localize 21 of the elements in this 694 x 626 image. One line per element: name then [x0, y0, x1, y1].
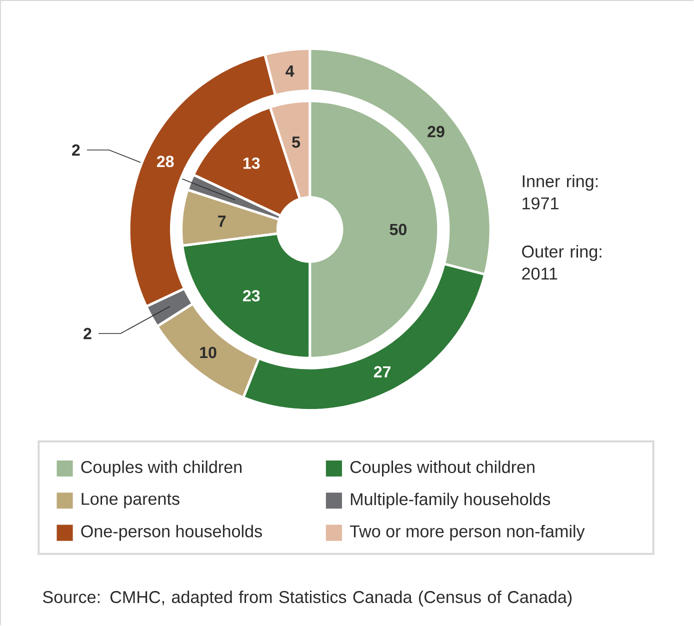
- data-label: 50: [390, 224, 406, 236]
- data-label: 4: [286, 66, 294, 77]
- data-label: 29: [428, 126, 444, 138]
- legend-label: Couples with children: [81, 460, 242, 477]
- legend-label: Couples without children: [350, 460, 534, 477]
- data-label: 5: [292, 136, 300, 148]
- legend-label: Multiple-family households: [350, 492, 550, 509]
- data-label: 2: [84, 328, 92, 340]
- data-label: 7: [218, 216, 226, 227]
- data-label: 23: [243, 290, 260, 302]
- source-note: Source: CMHC, adapted from Statistics Canada (Census of Canada): [42, 590, 572, 607]
- data-label: 2: [72, 144, 80, 156]
- data-label: 28: [156, 156, 174, 168]
- text: Inner ring: 1971: [522, 174, 598, 210]
- data-label: 13: [243, 158, 260, 170]
- legend-label: Two or more person non-family: [350, 524, 585, 541]
- data-label: 27: [374, 366, 391, 378]
- legend-label: Lone parents: [82, 493, 180, 508]
- data-label: 10: [200, 346, 216, 358]
- text: Outer ring: 2011: [522, 245, 602, 280]
- legend-label: One-person households: [81, 524, 262, 541]
